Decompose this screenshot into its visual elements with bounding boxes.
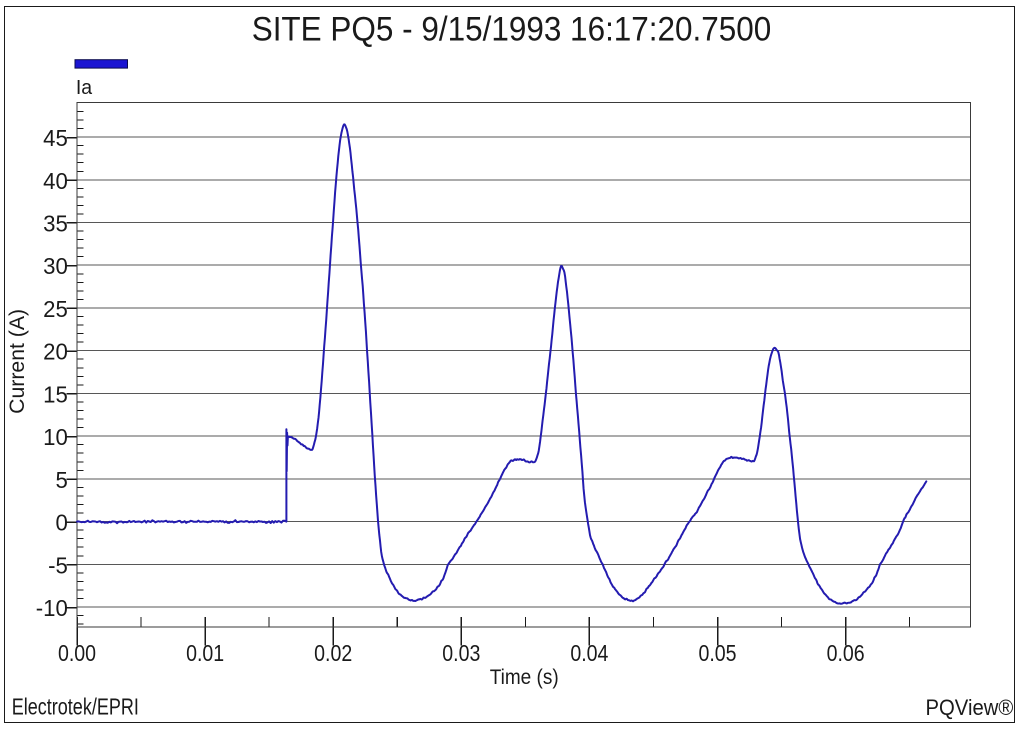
svg-text:0.01: 0.01 [186, 639, 224, 666]
svg-text:35: 35 [43, 210, 68, 237]
svg-text:Time (s): Time (s) [490, 666, 559, 689]
svg-text:5: 5 [55, 466, 67, 493]
svg-text:0.00: 0.00 [58, 639, 96, 666]
svg-text:20: 20 [43, 338, 68, 365]
svg-text:Current (A): Current (A) [6, 309, 29, 414]
svg-text:0.06: 0.06 [827, 639, 865, 666]
svg-text:-5: -5 [48, 552, 68, 579]
svg-text:Ia: Ia [76, 76, 93, 99]
svg-text:0.05: 0.05 [698, 639, 736, 666]
svg-text:10: 10 [43, 424, 68, 451]
svg-text:45: 45 [43, 125, 68, 152]
svg-text:0.03: 0.03 [442, 639, 480, 666]
svg-text:30: 30 [43, 253, 68, 280]
svg-text:Electrotek/EPRI: Electrotek/EPRI [12, 694, 139, 720]
svg-text:-10: -10 [36, 595, 68, 622]
svg-text:0.02: 0.02 [314, 639, 352, 666]
svg-text:25: 25 [43, 295, 68, 322]
svg-text:15: 15 [43, 381, 68, 408]
svg-text:PQView®: PQView® [926, 696, 1014, 720]
svg-text:0: 0 [55, 509, 67, 536]
svg-text:40: 40 [43, 167, 68, 194]
svg-text:0.04: 0.04 [570, 639, 608, 666]
svg-text:SITE PQ5 - 9/15/1993 16:17:20.: SITE PQ5 - 9/15/1993 16:17:20.7500 [252, 9, 772, 47]
